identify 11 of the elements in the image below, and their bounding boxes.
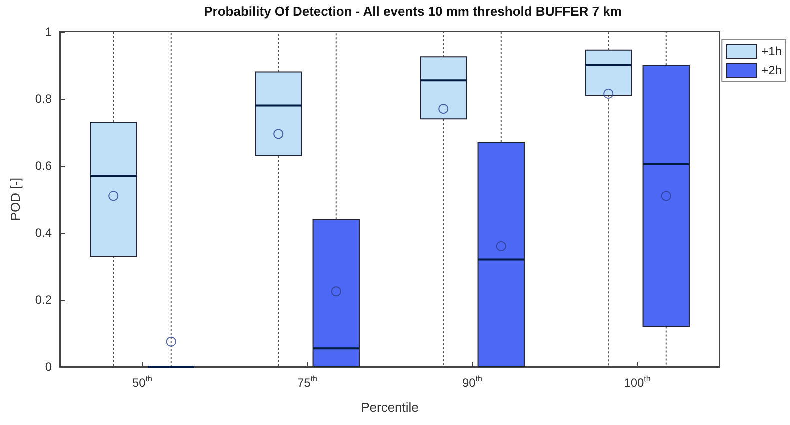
y-tick-label: 1 [45, 25, 52, 39]
y-tick-label: 0.2 [35, 293, 52, 307]
y-tick-label: 0.8 [35, 92, 52, 106]
y-tick-label: 0.6 [35, 159, 52, 173]
y-tick-label: 0.4 [35, 226, 52, 240]
legend-label: +1h [762, 44, 782, 58]
chart-title: Probability Of Detection - All events 10 mm threshold BUFFER 7 km [204, 4, 622, 19]
y-tick-label: 0 [45, 360, 52, 374]
legend-label: +2h [762, 64, 782, 78]
y-axis-title: POD [-] [8, 178, 23, 222]
x-axis-title: Percentile [361, 400, 419, 415]
